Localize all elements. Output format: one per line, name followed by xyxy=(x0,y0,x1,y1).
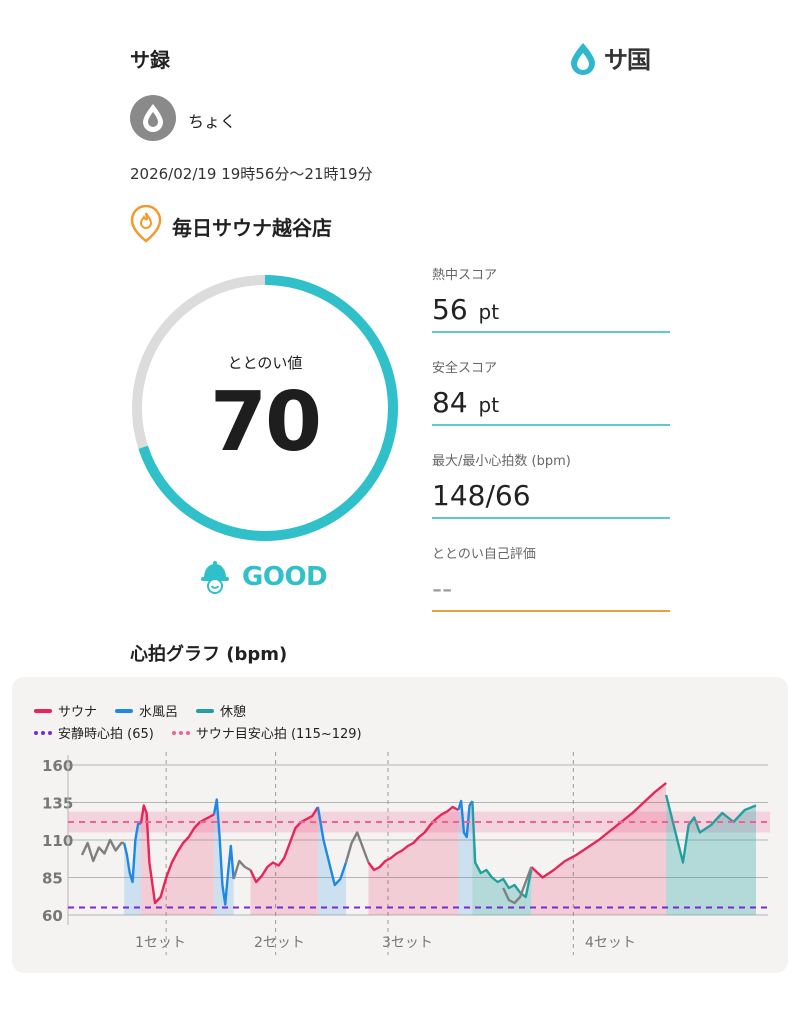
y-tick-label: 160 xyxy=(42,757,73,775)
legend-sauna: サウナ xyxy=(34,701,97,720)
metric-self-rating[interactable]: ととのい自己評価 -- xyxy=(432,543,670,612)
y-tick-label: 60 xyxy=(42,907,63,925)
y-tick-label: 135 xyxy=(42,795,73,813)
series-line xyxy=(249,806,319,884)
legend-rest: 休憩 xyxy=(196,701,246,720)
series-line xyxy=(344,831,370,863)
series-line xyxy=(457,799,474,839)
series-line xyxy=(664,794,757,864)
score-label: ととのい値 xyxy=(227,354,303,372)
series-area xyxy=(140,805,214,915)
metric-underline xyxy=(432,609,670,612)
score-ring-fill xyxy=(132,275,398,541)
metric-label: 最大/最小心拍数 (bpm) xyxy=(432,454,571,469)
heart-rate-panel: サウナ 水風呂 休憩 安静時心拍 (65) サウナ目安心拍 (115~129) xyxy=(12,677,788,973)
series-line xyxy=(367,805,459,872)
legend-row-2: 安静時心拍 (65) サウナ目安心拍 (115~129) xyxy=(34,723,380,742)
rating-text: GOOD xyxy=(242,562,328,592)
brand-logo: サ国 xyxy=(568,40,651,75)
series-line xyxy=(530,782,667,879)
metric-label: 安全スコア xyxy=(432,361,498,376)
logo-text: サ国 xyxy=(604,46,651,74)
target-hr-band xyxy=(68,811,770,833)
series-area xyxy=(124,823,141,915)
set-label: 3セット xyxy=(382,935,433,951)
avatar[interactable] xyxy=(130,95,176,141)
metric-safety-score: 安全スコア 84 pt xyxy=(432,357,670,426)
metric-label: ととのい自己評価 xyxy=(432,547,536,562)
metric-underline xyxy=(432,516,670,519)
facility-name[interactable]: 毎日サウナ越谷店 xyxy=(172,216,332,240)
series-area xyxy=(317,807,346,915)
series-line xyxy=(139,804,215,905)
series-area xyxy=(250,807,318,915)
metric-value: 148/66 xyxy=(432,479,531,512)
legend-water: 水風呂 xyxy=(115,701,178,720)
score-value: 70 xyxy=(209,375,322,470)
username[interactable]: ちょく xyxy=(188,112,237,131)
series-area xyxy=(458,801,473,915)
score-ring xyxy=(132,275,398,541)
series-area xyxy=(368,807,459,915)
app-title: サ録 xyxy=(130,48,170,72)
y-tick-label: 85 xyxy=(42,870,63,888)
series-line xyxy=(502,866,533,905)
session-datetime: 2026/02/19 19時56分〜21時19分 xyxy=(130,165,373,183)
rating-badge: GOOD xyxy=(198,560,328,594)
legend-resting-hr: 安静時心拍 (65) xyxy=(34,723,154,742)
drop-avatar-icon xyxy=(143,104,163,132)
sauna-hat-icon xyxy=(201,561,229,594)
set-label: 4セット xyxy=(585,935,636,951)
metric-underline xyxy=(432,330,670,333)
water-drop-icon xyxy=(571,42,595,75)
metric-value: 84 pt xyxy=(432,386,500,419)
metric-value: 56 pt xyxy=(432,293,500,326)
metric-label: 熱中スコア xyxy=(432,268,498,283)
series-area xyxy=(531,783,667,915)
metric-heat-score: 熱中スコア 56 pt xyxy=(432,264,670,333)
metric-value: -- xyxy=(432,572,453,605)
series-line xyxy=(316,806,348,887)
series-line xyxy=(232,859,252,880)
series-area xyxy=(472,801,532,915)
metric-underline xyxy=(432,423,670,426)
legend-target-hr: サウナ目安心拍 (115~129) xyxy=(171,723,362,742)
legend-row-1: サウナ 水風呂 休憩 xyxy=(34,701,264,720)
series-line xyxy=(212,798,235,906)
sauna-facility-icon xyxy=(130,204,162,247)
series-line xyxy=(122,822,141,884)
set-label: 1セット xyxy=(135,935,186,951)
metric-heart-rate: 最大/最小心拍数 (bpm) 148/66 xyxy=(432,450,670,519)
series-line xyxy=(80,838,125,863)
set-label: 2セット xyxy=(254,935,305,951)
graph-title: 心拍グラフ (bpm) xyxy=(130,644,288,665)
y-tick-label: 110 xyxy=(42,832,73,850)
